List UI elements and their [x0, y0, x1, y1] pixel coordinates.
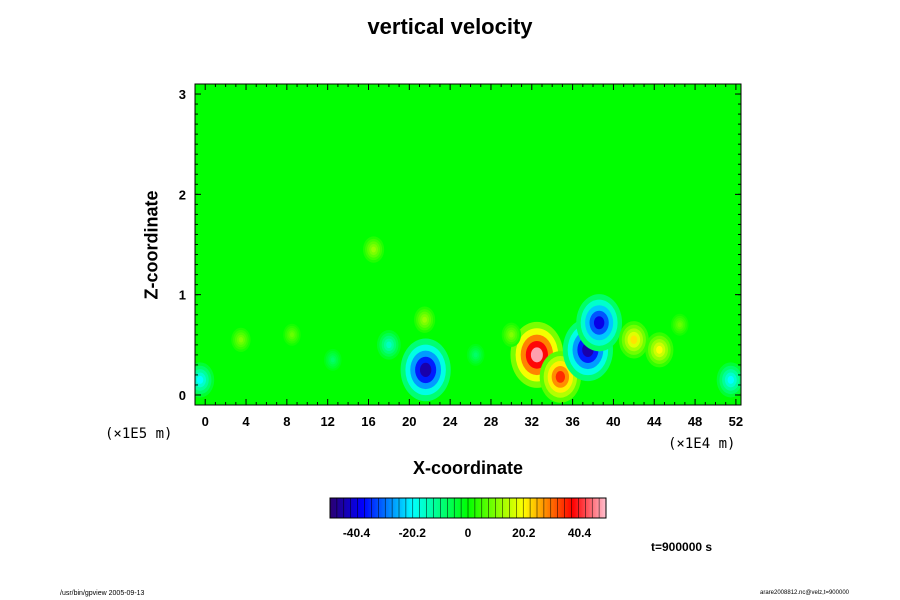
heatmap-cell [576, 294, 623, 352]
colorbar-tick-label: -40.4 [343, 526, 371, 540]
footer-command: /usr/bin/gpview 2005-09-13 [60, 590, 145, 597]
x-axis-label: X-coordinate [412, 458, 523, 478]
colorbar-tick-label: 0 [465, 526, 472, 540]
heatmap-cell [670, 313, 689, 336]
x-tick-label: 44 [647, 414, 662, 429]
y-axis: 0 1 2 3 [179, 87, 741, 403]
x-tick-label: 52 [729, 414, 743, 429]
heatmap-cell [231, 327, 251, 352]
footer-source: arare2008812.nc@velz,t=900000 [760, 590, 849, 596]
contour-level [656, 345, 663, 354]
heatmap-cell [539, 351, 582, 403]
heatmap-cell [501, 322, 522, 347]
x-tick-label: 28 [484, 414, 498, 429]
x-tick-label: 48 [688, 414, 702, 429]
heatmap-cell [195, 362, 215, 398]
contour-level [530, 347, 543, 363]
heatmap-cell [510, 321, 564, 388]
colorbar-tick-label: -20.2 [399, 526, 427, 540]
x-tick-label: 40 [606, 414, 620, 429]
contour-level [371, 246, 376, 253]
x-tick-label: 16 [361, 414, 375, 429]
heatmap-cell [400, 338, 451, 402]
x-tick-label: 4 [242, 414, 250, 429]
heatmap-cell [618, 321, 649, 359]
y-tick-label: 3 [179, 87, 186, 102]
chart-title: vertical velocity [367, 14, 533, 39]
heatmap-cell [377, 329, 401, 360]
contour-level [289, 332, 294, 338]
contour-level [238, 337, 244, 343]
contour-level [196, 375, 204, 384]
heatmap-cell [363, 236, 385, 263]
x-tick-label: 20 [402, 414, 416, 429]
y-tick-label: 1 [179, 288, 186, 303]
y-tick-label: 0 [179, 388, 186, 403]
contour-level [422, 316, 428, 323]
heatmap-cell [283, 323, 301, 346]
contour-level [593, 316, 605, 330]
contour-level [473, 352, 478, 358]
x-tick-label: 32 [525, 414, 539, 429]
contour-level [419, 362, 432, 378]
heatmap-features [195, 236, 741, 403]
colorbar-tick-label: 20.2 [512, 526, 536, 540]
heatmap-cell [716, 362, 741, 398]
contour-level [630, 335, 638, 345]
x-axis: 0 4 8 12 16 20 24 28 32 36 40 44 48 52 [202, 84, 743, 429]
y-axis-label: Z-coordinate [141, 190, 162, 300]
x-tick-label: 36 [565, 414, 579, 429]
time-label: t=900000 s [651, 540, 713, 554]
contour-level [677, 322, 682, 328]
x-tick-label: 0 [202, 414, 209, 429]
colorbar-tick-label: 40.4 [568, 526, 592, 540]
contour-level [330, 357, 335, 363]
contour-level [727, 375, 734, 384]
colorbar-ticks: -40.4 -20.2 0 20.2 40.4 [329, 498, 607, 540]
heatmap-cell [414, 306, 436, 333]
y-scale-label: (×1E5 m) [105, 426, 173, 442]
contour-level [386, 341, 392, 349]
x-scale-label: (×1E4 m) [668, 436, 736, 452]
contour-level [509, 332, 514, 338]
heatmap-cell [466, 343, 485, 366]
x-tick-label: 8 [283, 414, 290, 429]
heatmap-cell [645, 332, 674, 368]
x-tick-label: 12 [320, 414, 334, 429]
x-tick-label: 24 [443, 414, 458, 429]
y-tick-label: 2 [179, 187, 186, 202]
contour-level [555, 371, 566, 383]
heatmap-cell [323, 348, 342, 371]
